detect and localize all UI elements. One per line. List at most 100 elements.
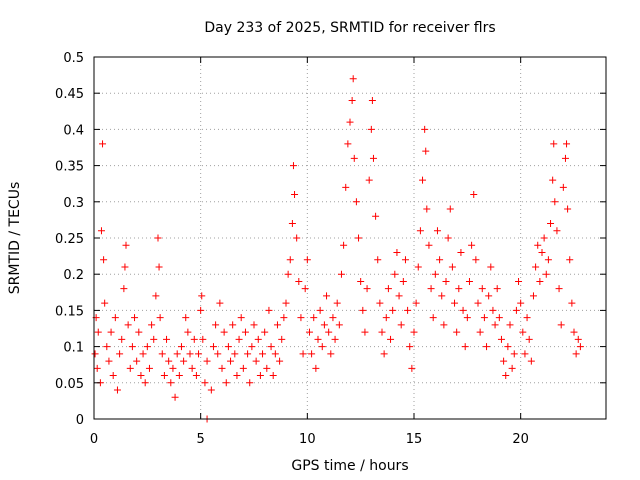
data-point	[416, 227, 424, 235]
data-point	[93, 364, 101, 372]
data-point	[271, 350, 279, 358]
data-point	[111, 314, 119, 322]
data-point	[291, 191, 299, 199]
data-point	[368, 96, 376, 104]
axis-ticks	[93, 56, 606, 420]
data-point	[350, 154, 358, 162]
data-point	[293, 234, 301, 242]
data-point	[461, 343, 469, 351]
data-point	[478, 285, 486, 293]
data-point	[551, 198, 559, 206]
data-point	[299, 350, 307, 358]
y-tick-label: 0.45	[55, 87, 84, 102]
data-point	[468, 241, 476, 249]
data-point	[549, 176, 557, 184]
y-tick-label: 0.35	[55, 160, 84, 175]
data-point	[197, 306, 205, 314]
data-point	[303, 256, 311, 264]
data-point	[278, 335, 286, 343]
data-point	[97, 227, 105, 235]
data-point	[252, 357, 260, 365]
data-point	[261, 328, 269, 336]
data-point	[126, 364, 134, 372]
data-point	[536, 277, 544, 285]
data-point	[538, 248, 546, 256]
data-point	[540, 234, 548, 242]
x-tick-label: 0	[90, 432, 98, 447]
data-point	[344, 140, 352, 148]
data-point	[363, 285, 371, 293]
data-point	[154, 234, 162, 242]
data-point	[470, 191, 478, 199]
data-point	[265, 306, 273, 314]
data-point	[399, 277, 407, 285]
data-point	[529, 292, 537, 300]
data-point	[246, 379, 254, 387]
data-point	[474, 299, 482, 307]
data-point	[532, 263, 540, 271]
data-point	[256, 372, 264, 380]
y-tick-label: 0.05	[55, 377, 84, 392]
data-point	[337, 270, 345, 278]
data-point	[376, 299, 384, 307]
data-point	[195, 350, 203, 358]
data-point	[510, 350, 518, 358]
data-point	[410, 328, 418, 336]
data-point	[427, 285, 435, 293]
data-point	[212, 321, 220, 329]
data-point	[346, 118, 354, 126]
data-point	[365, 176, 373, 184]
data-point	[557, 321, 565, 329]
data-point	[323, 292, 331, 300]
data-point	[118, 335, 126, 343]
data-point	[369, 154, 377, 162]
x-tick-label: 10	[299, 432, 316, 447]
data-point	[295, 277, 303, 285]
data-point	[483, 343, 491, 351]
x-axis-label: GPS time / hours	[291, 458, 408, 474]
y-tick-label: 0	[76, 413, 84, 428]
tick-labels: 0 5 10 15 20 0 0.05 0.1 0.15 0.2 0.25 0.3 0.35 0.4 0.4…	[55, 51, 529, 447]
data-point	[320, 321, 328, 329]
data-point	[235, 335, 243, 343]
data-point	[476, 328, 484, 336]
data-point	[448, 263, 456, 271]
data-point	[515, 277, 523, 285]
data-point	[233, 372, 241, 380]
data-point	[201, 379, 209, 387]
data-point	[160, 372, 168, 380]
data-point	[423, 205, 431, 213]
grid-lines	[94, 57, 606, 419]
data-point	[455, 285, 463, 293]
data-point	[333, 299, 341, 307]
data-point	[576, 343, 584, 351]
data-point	[244, 350, 252, 358]
data-point	[214, 350, 222, 358]
data-point	[241, 328, 249, 336]
data-point	[165, 357, 173, 365]
data-point	[289, 162, 297, 170]
data-point	[163, 335, 171, 343]
data-point	[412, 299, 420, 307]
data-point	[329, 314, 337, 322]
data-point	[177, 343, 185, 351]
data-point	[239, 364, 247, 372]
data-point	[100, 256, 108, 264]
data-point	[493, 285, 501, 293]
data-point	[519, 328, 527, 336]
data-point	[155, 263, 163, 271]
data-point	[544, 256, 552, 264]
data-point	[139, 350, 147, 358]
data-point	[406, 343, 414, 351]
data-point	[534, 241, 542, 249]
data-point	[128, 343, 136, 351]
data-point	[502, 372, 510, 380]
data-point	[389, 306, 397, 314]
data-point	[175, 372, 183, 380]
data-point	[116, 350, 124, 358]
data-point	[401, 256, 409, 264]
data-point	[282, 299, 290, 307]
data-point	[209, 343, 217, 351]
chart-title: Day 233 of 2025, SRMTID for receiver flr…	[204, 20, 495, 36]
data-point	[284, 270, 292, 278]
